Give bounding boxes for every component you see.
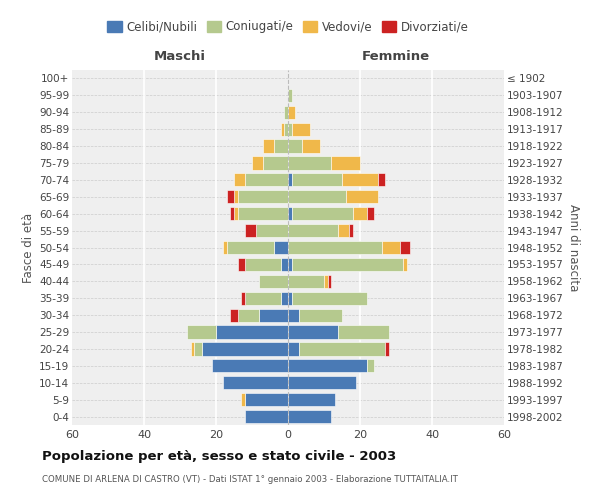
Bar <box>234 190 238 203</box>
Bar <box>263 140 274 152</box>
Bar <box>212 359 288 372</box>
Bar <box>274 140 288 152</box>
Bar <box>288 122 292 136</box>
Bar <box>227 190 234 203</box>
Bar <box>187 326 216 338</box>
Bar <box>299 308 342 322</box>
Bar <box>230 207 234 220</box>
Text: Femmine: Femmine <box>362 50 430 63</box>
Bar <box>385 342 389 355</box>
Bar <box>281 292 288 305</box>
Bar <box>281 258 288 271</box>
Bar <box>191 342 194 355</box>
Bar <box>256 224 288 237</box>
Bar <box>338 326 389 338</box>
Bar <box>241 292 245 305</box>
Bar <box>245 410 288 423</box>
Bar <box>245 224 256 237</box>
Bar <box>245 258 281 271</box>
Bar <box>245 393 288 406</box>
Bar <box>259 308 288 322</box>
Bar <box>367 359 374 372</box>
Bar <box>288 410 331 423</box>
Bar <box>288 292 292 305</box>
Bar <box>223 241 227 254</box>
Bar <box>288 174 292 186</box>
Bar <box>288 224 338 237</box>
Bar <box>378 174 385 186</box>
Bar <box>288 106 295 119</box>
Bar <box>288 326 338 338</box>
Bar <box>328 274 331 288</box>
Bar <box>349 224 353 237</box>
Bar <box>331 156 360 170</box>
Bar <box>403 258 407 271</box>
Bar <box>241 393 245 406</box>
Bar <box>288 342 299 355</box>
Bar <box>288 156 331 170</box>
Bar <box>252 156 263 170</box>
Bar <box>353 207 367 220</box>
Bar <box>284 122 288 136</box>
Bar <box>263 156 288 170</box>
Bar <box>288 393 335 406</box>
Bar <box>299 342 385 355</box>
Bar <box>245 174 288 186</box>
Bar <box>288 241 382 254</box>
Bar <box>346 190 378 203</box>
Bar <box>234 207 238 220</box>
Y-axis label: Anni di nascita: Anni di nascita <box>567 204 580 291</box>
Bar <box>292 122 310 136</box>
Bar <box>194 342 202 355</box>
Text: COMUNE DI ARLENA DI CASTRO (VT) - Dati ISTAT 1° gennaio 2003 - Elaborazione TUTT: COMUNE DI ARLENA DI CASTRO (VT) - Dati I… <box>42 475 458 484</box>
Bar <box>284 106 288 119</box>
Bar <box>292 207 353 220</box>
Bar <box>288 190 346 203</box>
Bar <box>223 376 288 390</box>
Bar <box>342 174 378 186</box>
Bar <box>292 174 342 186</box>
Bar <box>288 359 367 372</box>
Bar <box>202 342 288 355</box>
Bar <box>216 326 288 338</box>
Bar <box>238 308 259 322</box>
Bar <box>238 207 288 220</box>
Bar <box>230 308 238 322</box>
Text: Maschi: Maschi <box>154 50 206 63</box>
Bar <box>400 241 410 254</box>
Bar <box>281 122 284 136</box>
Bar <box>238 190 288 203</box>
Bar <box>288 274 324 288</box>
Bar <box>292 258 403 271</box>
Bar <box>292 292 367 305</box>
Bar <box>245 292 281 305</box>
Bar <box>302 140 320 152</box>
Bar <box>288 89 292 102</box>
Bar <box>288 376 356 390</box>
Legend: Celibi/Nubili, Coniugati/e, Vedovi/e, Divorziati/e: Celibi/Nubili, Coniugati/e, Vedovi/e, Di… <box>103 16 473 38</box>
Bar <box>227 241 274 254</box>
Y-axis label: Fasce di età: Fasce di età <box>22 212 35 282</box>
Bar <box>274 241 288 254</box>
Bar <box>288 207 292 220</box>
Bar <box>288 258 292 271</box>
Bar <box>324 274 328 288</box>
Bar <box>259 274 288 288</box>
Bar <box>238 258 245 271</box>
Text: Popolazione per età, sesso e stato civile - 2003: Popolazione per età, sesso e stato civil… <box>42 450 396 463</box>
Bar <box>382 241 400 254</box>
Bar <box>234 174 245 186</box>
Bar <box>338 224 349 237</box>
Bar <box>288 140 302 152</box>
Bar <box>288 308 299 322</box>
Bar <box>367 207 374 220</box>
